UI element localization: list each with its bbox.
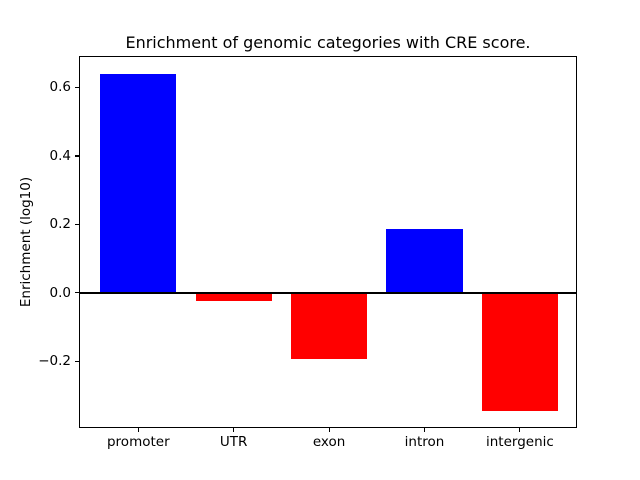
y-tick-label: 0.6 <box>49 79 71 96</box>
x-tick-mark <box>137 428 139 432</box>
bar-exon <box>290 292 368 359</box>
y-tick-mark <box>75 223 79 225</box>
y-tick-mark <box>75 292 79 294</box>
y-tick-label: 0.4 <box>49 147 71 164</box>
bar-UTR <box>195 292 272 301</box>
x-tick-label-intron: intron <box>404 434 445 450</box>
x-tick-label-promoter: promoter <box>106 434 170 450</box>
x-tick-mark <box>423 428 426 432</box>
x-tick-label-exon: exon <box>312 434 346 450</box>
y-tick-mark <box>75 360 79 362</box>
y-tick-label: 0.0 <box>49 284 71 301</box>
chart-title: Enrichment of genomic categories with CR… <box>125 33 531 52</box>
y-tick-label: 0.2 <box>49 216 71 233</box>
bar-promoter <box>100 74 177 293</box>
x-tick-label-UTR: UTR <box>219 434 248 450</box>
y-tick-mark <box>75 86 79 89</box>
bar-intergenic <box>481 292 559 411</box>
x-tick-mark <box>519 428 521 432</box>
bar-intron <box>386 228 463 293</box>
y-tick-mark <box>75 155 79 157</box>
x-tick-mark <box>328 428 330 432</box>
y-tick-label: −0.2 <box>38 353 71 370</box>
plot-area: −0.2 0.0 0.2 0.4 0.6 promoter UTR exon intron int… <box>38 56 577 450</box>
x-tick-label-intergenic: intergenic <box>485 434 554 450</box>
x-tick-mark <box>233 428 235 432</box>
zero-line <box>80 291 576 295</box>
